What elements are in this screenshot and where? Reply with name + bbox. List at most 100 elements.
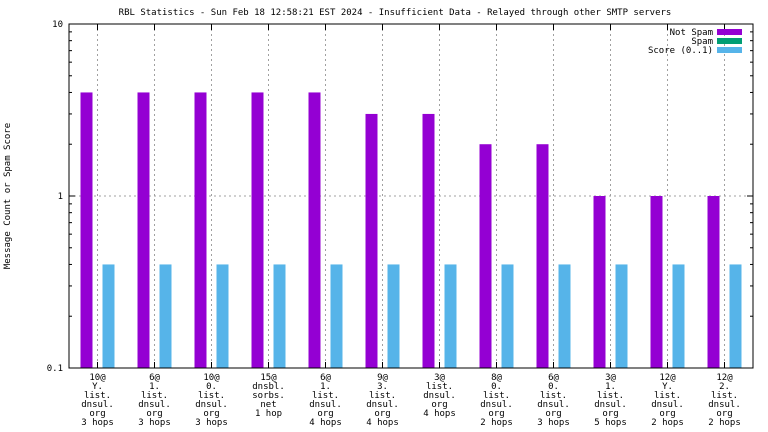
x-tick-label-line: dnsul. bbox=[537, 400, 570, 410]
bar-score-0-1 bbox=[387, 264, 400, 368]
x-tick-label-line: dnsul. bbox=[366, 400, 399, 410]
x-tick-label-line: dnsul. bbox=[708, 400, 741, 410]
x-tick-label: 3@ 1. list. dnsul. org 5 hops bbox=[594, 373, 627, 428]
bar-score-0-1 bbox=[159, 264, 172, 368]
x-tick-label-line: 1. bbox=[320, 382, 331, 392]
x-tick-label-line: 2 hops bbox=[708, 418, 741, 428]
bar-score-0-1 bbox=[216, 264, 229, 368]
bar-score-0-1 bbox=[672, 264, 685, 368]
bar-score-0-1 bbox=[615, 264, 628, 368]
x-tick-label: 3@ list. dnsul. org 4 hops bbox=[423, 373, 456, 419]
x-tick-label: 6@ 1. list. dnsul. org 3 hops bbox=[138, 373, 171, 428]
legend-swatch bbox=[717, 38, 742, 44]
x-tick-label-line: dnsul. bbox=[594, 400, 627, 410]
x-tick-label-line: list. bbox=[711, 391, 738, 401]
x-tick-label-line: 3 hops bbox=[81, 418, 114, 428]
x-tick-label-line: Y. bbox=[92, 382, 103, 392]
x-tick-label-line: 8@ bbox=[491, 373, 502, 383]
x-tick-label-line: 0. bbox=[491, 382, 502, 392]
x-tick-label-line: 10@ bbox=[203, 373, 220, 383]
x-tick-label-line: dnsul. bbox=[81, 400, 114, 410]
bar-not-spam bbox=[650, 196, 663, 368]
x-tick-label-line: dnsul. bbox=[138, 400, 171, 410]
y-tick-label: 10 bbox=[52, 20, 63, 30]
x-tick-label-line: list. bbox=[483, 391, 510, 401]
x-tick-label: 12@ 2. list. dnsul. org 2 hops bbox=[708, 373, 741, 428]
x-tick-label-line: list. bbox=[84, 391, 111, 401]
x-tick-label-line: net bbox=[260, 400, 276, 410]
x-tick-label-line: 3@ bbox=[605, 373, 616, 383]
x-tick-label: 10@ Y. list. dnsul. org 3 hops bbox=[81, 373, 114, 428]
x-tick-label-line: org bbox=[374, 409, 390, 419]
x-tick-label-line: 1 hop bbox=[255, 409, 282, 419]
grid-layer bbox=[69, 24, 753, 368]
x-tick-label-line: org bbox=[488, 409, 504, 419]
x-tick-label-line: 2 hops bbox=[480, 418, 513, 428]
x-tick-label-line: list. bbox=[312, 391, 339, 401]
bar-not-spam bbox=[137, 92, 150, 368]
x-tick-label-line: 10@ bbox=[89, 373, 106, 383]
legend-label: Not Spam bbox=[670, 28, 713, 38]
x-tick-label-line: 3 hops bbox=[537, 418, 570, 428]
x-tick-label-line: 1. bbox=[605, 382, 616, 392]
x-tick-label-line: list. bbox=[540, 391, 567, 401]
x-tick-label-line: dnsul. bbox=[309, 400, 342, 410]
x-tick-label: 9@ 3. list. dnsul. org 4 hops bbox=[366, 373, 399, 428]
x-tick-label-line: list. bbox=[654, 391, 681, 401]
x-tick-label-line: 15@ bbox=[260, 373, 277, 383]
x-tick-label-line: org bbox=[659, 409, 675, 419]
legend-swatch bbox=[717, 29, 742, 35]
x-tick-label-line: dnsul. bbox=[480, 400, 513, 410]
x-tick-label: 8@ 0. list. dnsul. org 2 hops bbox=[480, 373, 513, 428]
x-tick-label-line: 3@ bbox=[434, 373, 445, 383]
x-tick-label-line: 9@ bbox=[377, 373, 388, 383]
x-tick-label-line: list. bbox=[369, 391, 396, 401]
bar-not-spam bbox=[365, 113, 378, 368]
x-tick-label-line: org bbox=[317, 409, 333, 419]
legend-label: Spam bbox=[691, 37, 713, 47]
bar-not-spam bbox=[479, 144, 492, 368]
bar-score-0-1 bbox=[102, 264, 115, 368]
y-axis-label: Message Count or Spam Score bbox=[3, 123, 13, 269]
x-tick-label-line: 12@ bbox=[659, 373, 676, 383]
bar-score-0-1 bbox=[273, 264, 286, 368]
bar-not-spam bbox=[593, 196, 606, 368]
x-tick-label-line: org bbox=[431, 400, 447, 410]
x-tick-label: 6@ 0. list. dnsul. org 3 hops bbox=[537, 373, 570, 428]
bar-not-spam bbox=[80, 92, 93, 368]
x-tick-label-line: list. bbox=[597, 391, 624, 401]
bar-not-spam bbox=[536, 144, 549, 368]
x-tick-label-line: 6@ bbox=[548, 373, 559, 383]
x-tick-label-line: dnsul. bbox=[195, 400, 228, 410]
x-tick-label-line: dnsbl. bbox=[252, 382, 285, 392]
x-tick-label-line: dnsul. bbox=[423, 391, 456, 401]
x-tick-label-line: 3 hops bbox=[138, 418, 171, 428]
x-tick-label-line: list. bbox=[426, 382, 453, 392]
legend-label: Score (0..1) bbox=[648, 46, 713, 56]
bar-score-0-1 bbox=[444, 264, 457, 368]
x-tick-label-line: 4 hops bbox=[423, 409, 456, 419]
x-tick-label-line: 1. bbox=[149, 382, 160, 392]
bar-score-0-1 bbox=[330, 264, 343, 368]
x-tick-label-line: 12@ bbox=[716, 373, 733, 383]
x-tick-label-line: 0. bbox=[206, 382, 217, 392]
x-tick-label-line: sorbs. bbox=[252, 391, 285, 401]
x-tick-label-line: 3 hops bbox=[195, 418, 228, 428]
legend-swatch bbox=[717, 47, 742, 53]
x-tick-label-line: org bbox=[146, 409, 162, 419]
x-tick-label-line: org bbox=[89, 409, 105, 419]
x-tick-label-line: org bbox=[545, 409, 561, 419]
x-tick-label-line: 5 hops bbox=[594, 418, 627, 428]
x-tick-label-line: 4 hops bbox=[309, 418, 342, 428]
x-tick-label-line: org bbox=[203, 409, 219, 419]
x-tick-label-line: org bbox=[602, 409, 618, 419]
x-tick-label-line: 6@ bbox=[149, 373, 160, 383]
x-tick-label-line: 6@ bbox=[320, 373, 331, 383]
x-tick-label-line: dnsul. bbox=[651, 400, 684, 410]
x-tick-label: 10@ 0. list. dnsul. org 3 hops bbox=[195, 373, 228, 428]
x-tick-label-line: 3. bbox=[377, 382, 388, 392]
bar-not-spam bbox=[707, 196, 720, 368]
